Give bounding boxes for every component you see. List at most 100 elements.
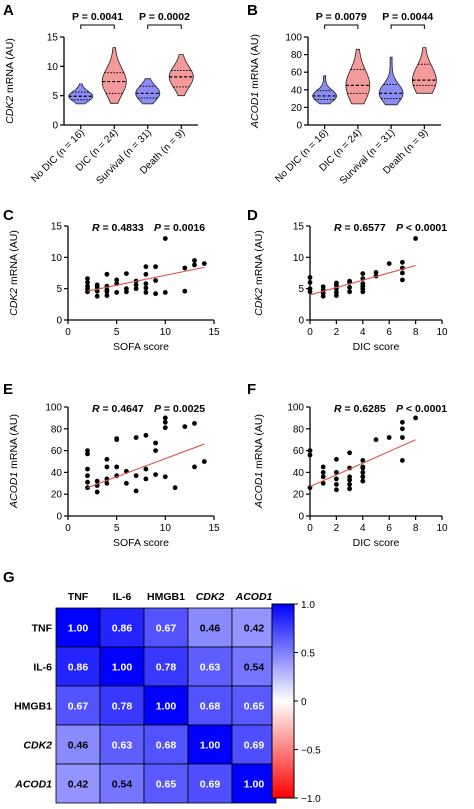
y-tick-label: 80 <box>293 424 305 435</box>
heatmap-cell <box>99 685 145 726</box>
y-tick-label: 0 <box>52 121 58 132</box>
ylabel-a: CDK2 mRNA (AU) <box>4 38 16 124</box>
xlabel-e: SOFA score <box>113 537 169 549</box>
heatmap-cell-value: 0.67 <box>68 701 89 713</box>
scatter-point-c <box>201 261 207 266</box>
ylabel-gene-c: CDK2 <box>8 288 20 316</box>
r-value: = 0.6577 <box>342 222 386 234</box>
x-tick-label: 6 <box>386 327 392 338</box>
heatmap-row-label: TNF <box>32 623 53 635</box>
heatmap-cell <box>187 646 233 687</box>
x-tick-label: 4 <box>360 523 366 534</box>
xlabel-d: DIC score <box>353 341 400 353</box>
y-tick-label: 10 <box>51 253 63 264</box>
panel-label-g: G <box>3 569 15 586</box>
heatmap-cell-value: 1.00 <box>200 740 221 752</box>
p-label-f: P < 0.0001 <box>396 403 447 415</box>
y-tick-label: 5 <box>56 284 62 295</box>
scatter-point-c <box>94 288 100 294</box>
heatmap-cell <box>143 685 189 726</box>
x-tick-label: 5 <box>114 523 120 534</box>
r-symbol: R <box>92 403 100 415</box>
scatter-point-e <box>162 415 168 421</box>
scatter-point-e <box>114 464 120 470</box>
scatter-point-c <box>153 278 159 283</box>
scatter-point-c <box>182 265 188 271</box>
y-tick-label: 15 <box>51 222 63 233</box>
scatter-point-f <box>360 470 366 475</box>
scatter-point-f <box>386 435 392 440</box>
r-symbol: R <box>334 403 342 415</box>
colorbar-tick-label: 0 <box>301 697 307 708</box>
scatter-point-f <box>334 487 339 493</box>
heatmap-cell <box>99 724 145 765</box>
scatter-point-f <box>360 478 366 484</box>
scatter-point-d <box>413 236 418 241</box>
scatter-point-d <box>347 289 352 295</box>
scatter-point-e <box>153 440 159 446</box>
scatter-point-c <box>182 288 188 294</box>
scatter-point-e <box>162 474 168 480</box>
y-tick-label: 40 <box>291 85 303 96</box>
y-tick-label: 40 <box>293 468 305 479</box>
scatter-point-e <box>133 435 139 440</box>
scatter-point-c <box>153 291 159 297</box>
scatter-point-c <box>85 276 90 281</box>
scatter-point-f <box>320 470 326 475</box>
heatmap-cell <box>187 607 233 648</box>
scatter-point-e <box>143 476 149 482</box>
p-symbol: P <box>396 222 404 234</box>
heatmap-cell-value: 0.65 <box>156 779 177 791</box>
heatmap-col-label: TNF <box>68 591 89 603</box>
heatmap-cell-value: 0.68 <box>200 701 221 713</box>
y-tick-label: 80 <box>291 50 303 61</box>
scatter-point-d <box>386 261 392 266</box>
scatter-point-d <box>307 280 313 285</box>
colorbar-tick-label: 0.5 <box>301 649 315 660</box>
scatter-point-e <box>182 424 188 429</box>
violin-b-1 <box>345 48 371 105</box>
scatter-point-c <box>153 264 159 270</box>
scatter-point-f <box>320 480 326 486</box>
scatter-point-f <box>360 474 366 480</box>
y-tick-label: 20 <box>51 490 63 501</box>
y-tick-label: 100 <box>285 33 302 44</box>
r-symbol: R <box>92 222 100 234</box>
y-tick-label: 0 <box>296 121 302 132</box>
violin-b-0 <box>312 75 338 105</box>
y-tick-label: 100 <box>287 403 304 414</box>
y-tick-label: 20 <box>293 490 305 501</box>
heatmap-col-label: HMGB1 <box>147 591 185 603</box>
scatter-point-e <box>162 419 168 425</box>
violin-a-1 <box>101 47 127 104</box>
colorbar-tick-label: 1.0 <box>301 600 315 611</box>
scatter-point-c <box>85 280 90 285</box>
comparison-p-label-0: P = 0.0079 <box>316 11 367 23</box>
scatter-point-c <box>124 286 129 292</box>
x-tick-label: 6 <box>386 523 392 534</box>
scatter-point-d <box>400 259 405 265</box>
heatmap-cell <box>99 646 145 687</box>
scatter-point-f <box>320 474 326 480</box>
scatter-point-c <box>143 285 149 291</box>
scatter-point-e <box>133 488 139 494</box>
scatter-point-c <box>124 271 129 276</box>
ylabel-unit-e: mRNA (AU) <box>8 414 20 472</box>
ylabel-b: ACOD1 mRNA (AU) <box>249 34 261 129</box>
p-symbol: P <box>154 403 162 415</box>
p-value: < 0.0001 <box>403 403 447 415</box>
heatmap-cell <box>55 646 101 687</box>
heatmap-col-label: ACOD1 <box>235 591 273 603</box>
x-tick-label: 5 <box>114 327 120 338</box>
scatter-point-f <box>334 482 339 487</box>
p-symbol: P <box>396 403 404 415</box>
scatter-point-e <box>94 489 100 495</box>
scatter-point-c <box>143 271 149 277</box>
scatter-point-f <box>347 482 352 487</box>
violin-a-0 <box>68 83 94 105</box>
panel-label-c: C <box>3 207 14 224</box>
violin-b-2 <box>378 56 404 106</box>
scatter-point-e <box>114 436 120 441</box>
heatmap-cell-value: 1.00 <box>156 701 177 713</box>
